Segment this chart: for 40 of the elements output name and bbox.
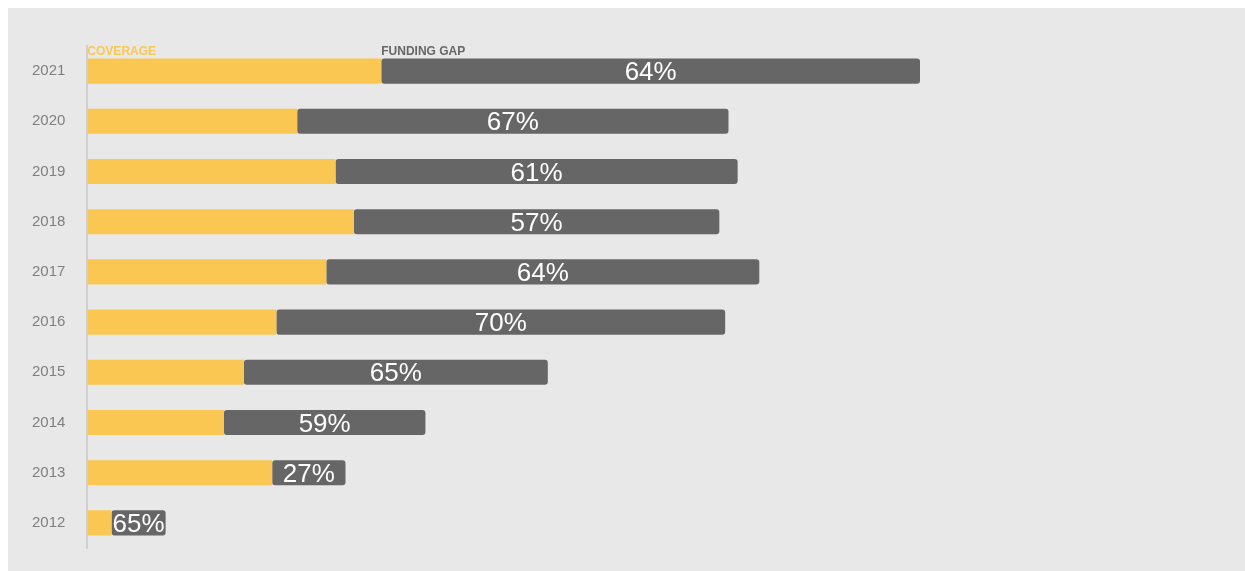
bar: [353, 209, 720, 235]
y-tick-label: 2015: [31, 362, 66, 380]
y-tick-label: 2019: [31, 161, 66, 179]
annotation: 67%: [486, 106, 539, 137]
bar: [276, 309, 726, 335]
bar: [243, 359, 548, 385]
y-tick-label: 2012: [31, 513, 66, 531]
y-tick-label: 2014: [31, 412, 66, 430]
y-tick-label: 2016: [31, 312, 66, 330]
annotation: 27%: [282, 457, 335, 488]
bar: [87, 460, 273, 486]
series-label: COVERAGE: [87, 43, 157, 58]
bar: [381, 58, 920, 84]
bar: [87, 309, 277, 335]
bar: [87, 359, 244, 385]
y-tick-label: 2020: [31, 111, 66, 129]
y-tick-label: 2018: [31, 211, 66, 229]
annotation: 61%: [510, 156, 563, 187]
annotation: 64%: [624, 56, 677, 87]
y-tick-label: 2013: [31, 462, 66, 480]
annotation: 65%: [369, 357, 422, 388]
bar: [87, 510, 112, 536]
bar: [326, 259, 760, 285]
bar: [87, 158, 336, 185]
bar: [223, 409, 426, 436]
bar: [87, 58, 382, 84]
series-label: FUNDING GAP: [381, 43, 466, 58]
annotation: 57%: [510, 206, 563, 237]
y-tick-label: 2021: [31, 61, 66, 79]
bar: [87, 108, 298, 134]
bar: [87, 209, 354, 235]
annotation: 65%: [112, 508, 165, 539]
annotation: 59%: [298, 407, 351, 438]
bar: [87, 259, 327, 285]
bar: [335, 158, 738, 185]
bar: [87, 409, 224, 436]
bar: [297, 108, 729, 134]
annotation: 64%: [516, 257, 569, 288]
y-tick-label: 2017: [31, 262, 66, 280]
annotation: 70%: [474, 307, 527, 338]
